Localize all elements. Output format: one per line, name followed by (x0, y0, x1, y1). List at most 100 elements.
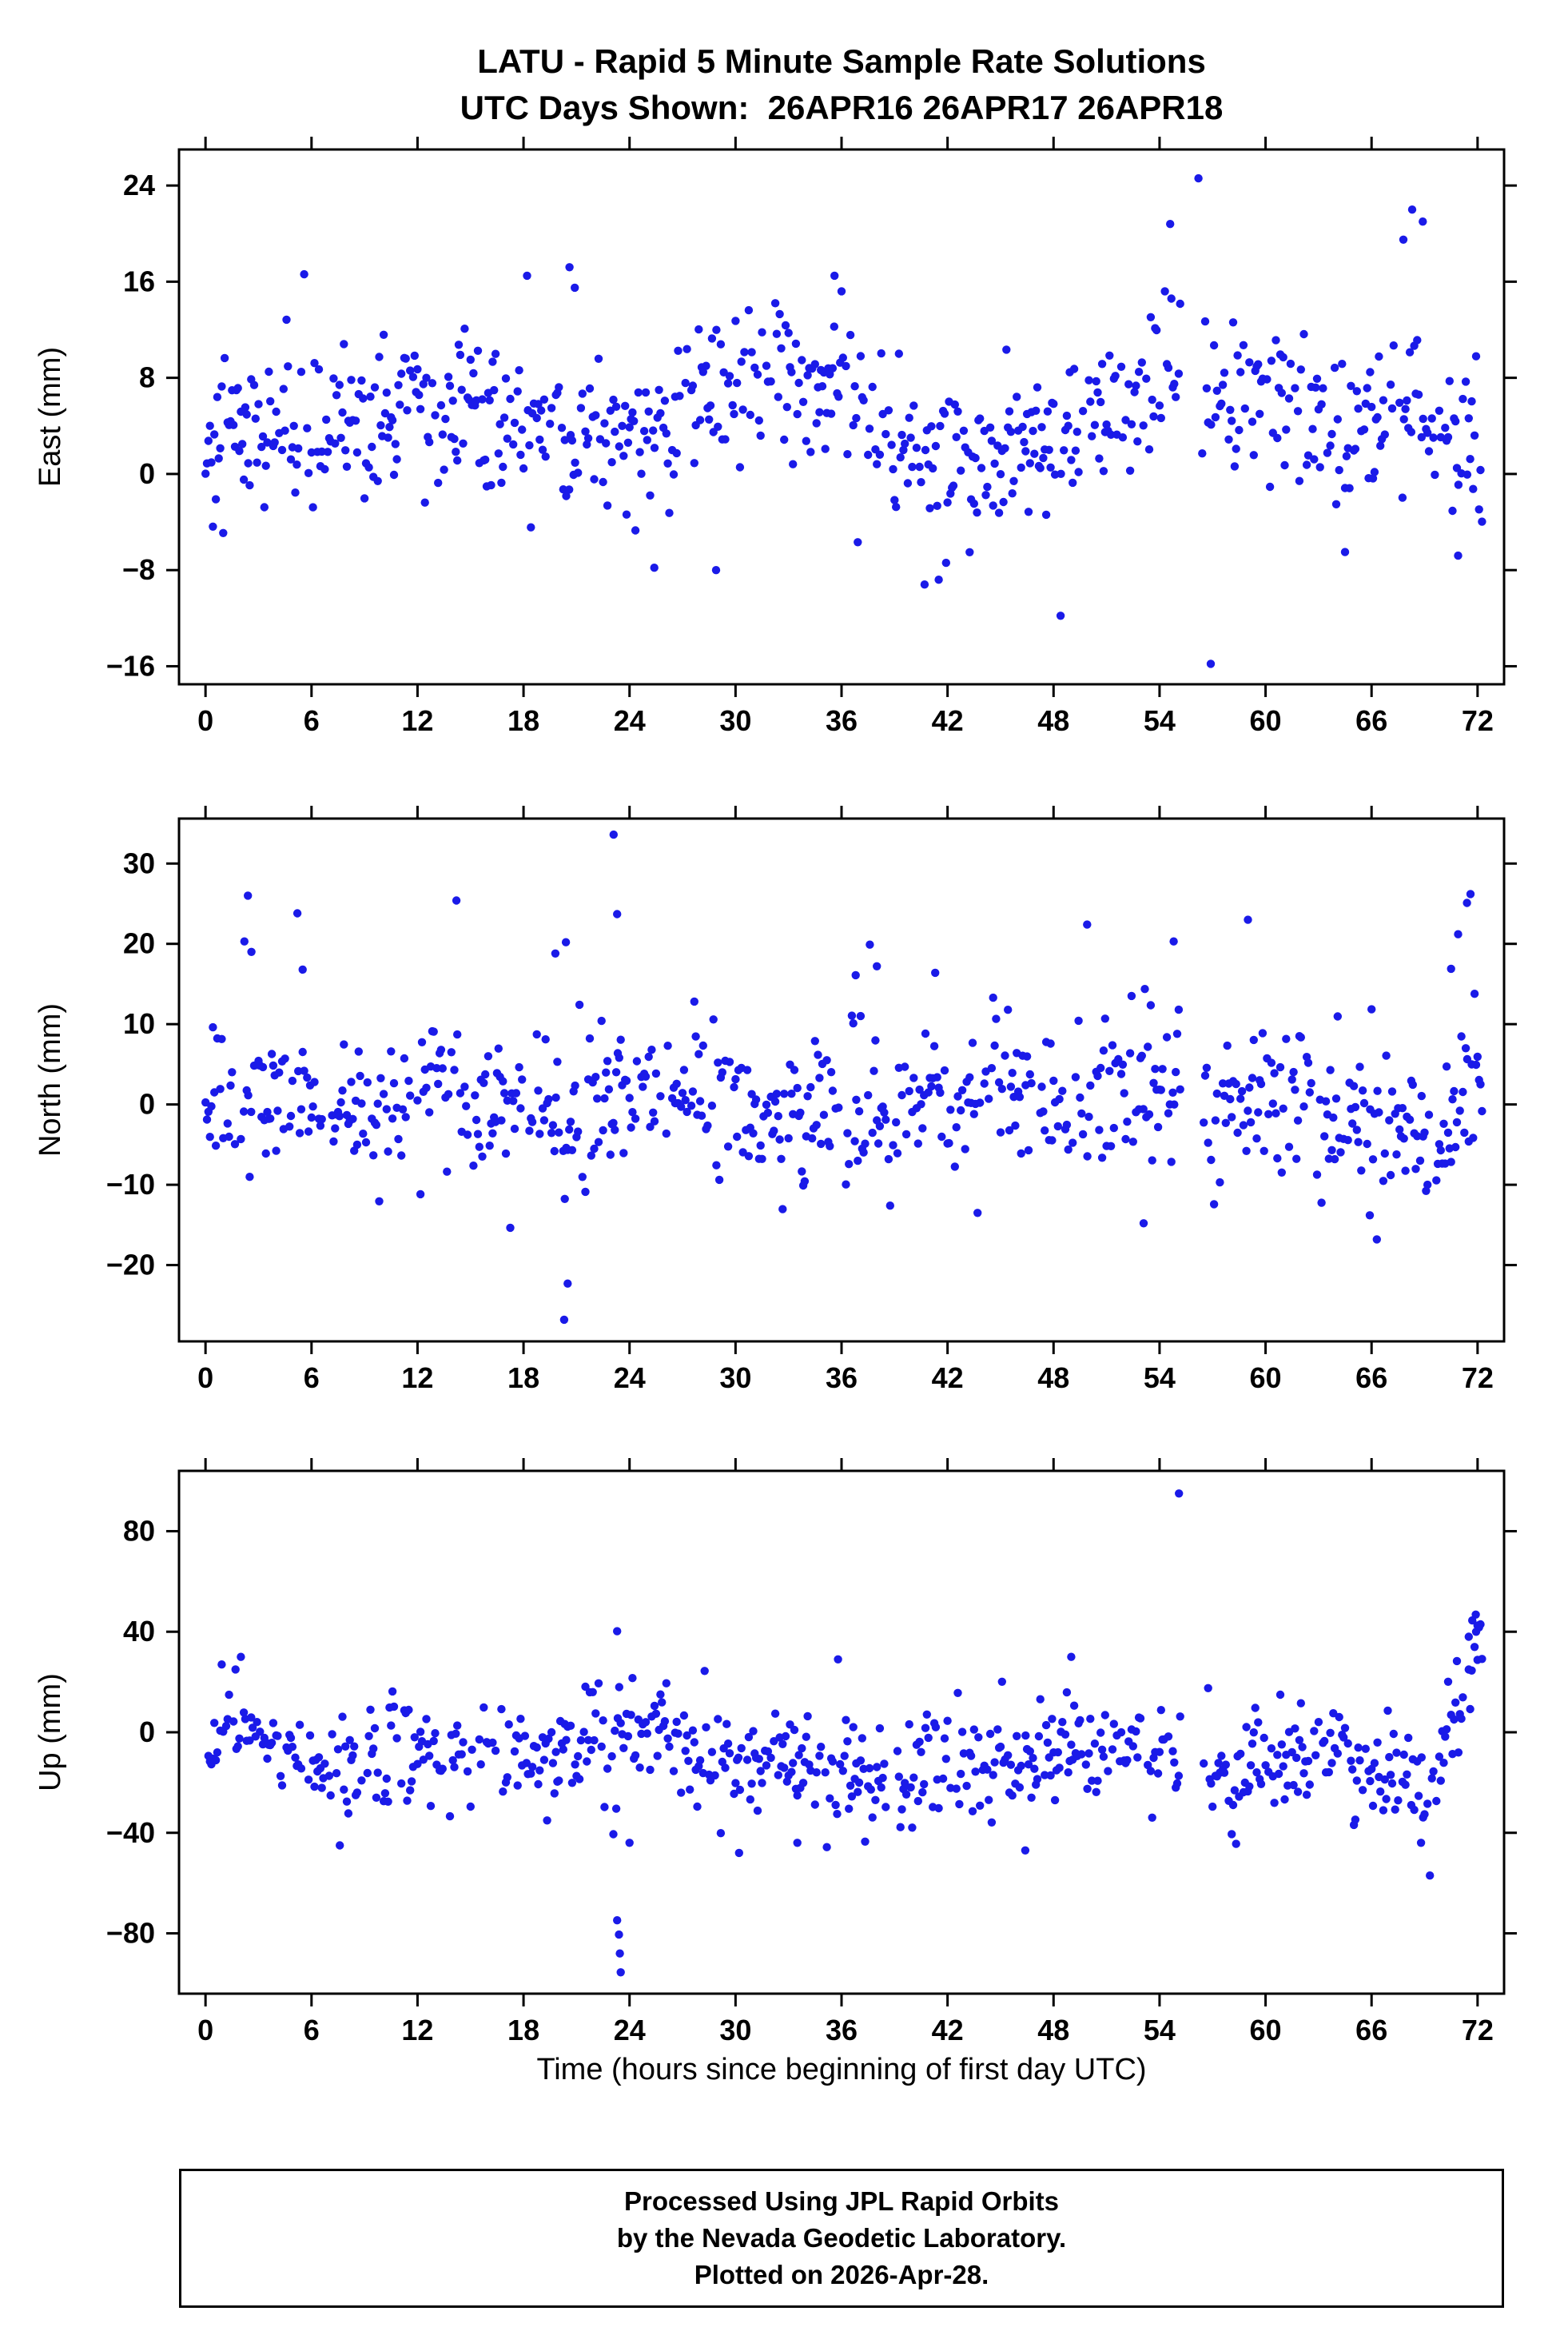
data-point (1365, 1211, 1375, 1220)
data-point (555, 1128, 563, 1137)
data-point (901, 439, 909, 448)
data-point (940, 1734, 949, 1743)
data-point (294, 1066, 303, 1076)
data-point (457, 1750, 466, 1759)
up-xtick-label: 60 (1250, 2014, 1282, 2046)
data-point (1441, 424, 1450, 432)
data-point (1280, 460, 1289, 470)
data-point (571, 1760, 579, 1769)
data-point (1148, 1156, 1156, 1165)
data-point (623, 438, 633, 447)
data-point (615, 442, 623, 451)
data-point (1299, 329, 1308, 339)
data-point (1249, 1728, 1259, 1737)
data-point (463, 1767, 472, 1776)
data-point (211, 495, 221, 504)
data-point (1155, 1747, 1164, 1756)
data-point (1202, 1063, 1212, 1073)
data-point (576, 1735, 586, 1745)
data-point (1076, 1715, 1084, 1725)
data-point (990, 1041, 999, 1050)
data-point (686, 1785, 694, 1794)
data-point (260, 503, 269, 512)
data-point (286, 455, 296, 464)
data-point (239, 1107, 249, 1116)
data-point (1336, 1148, 1345, 1157)
data-point (413, 1759, 422, 1768)
data-point (497, 1704, 506, 1714)
data-point (1069, 1701, 1079, 1710)
data-point (518, 1075, 527, 1084)
data-point (490, 385, 499, 395)
data-point (1260, 1733, 1268, 1743)
data-point (1375, 1108, 1383, 1117)
data-point (251, 414, 260, 423)
data-point (1223, 1041, 1232, 1050)
data-point (961, 1145, 969, 1154)
data-point (770, 1126, 778, 1135)
data-point (559, 1745, 567, 1754)
data-point (413, 1096, 422, 1105)
up-ytick-label: 40 (123, 1615, 155, 1648)
data-point (815, 408, 824, 416)
data-point (1340, 1723, 1350, 1732)
data-point (890, 496, 899, 504)
data-point (1116, 362, 1126, 371)
data-point (571, 283, 579, 293)
data-point (213, 1748, 222, 1757)
data-point (360, 494, 369, 503)
data-point (976, 1098, 985, 1107)
data-point (1470, 990, 1479, 998)
data-point (847, 1792, 857, 1801)
data-point (644, 407, 653, 416)
data-point (555, 1776, 563, 1785)
data-point (1088, 432, 1096, 440)
data-point (677, 1102, 686, 1111)
data-point (968, 1807, 977, 1815)
data-point (209, 522, 217, 531)
data-point (650, 1117, 659, 1126)
data-point (615, 1949, 624, 1958)
data-point (651, 1709, 661, 1718)
data-point (300, 269, 308, 279)
data-point (1067, 456, 1076, 464)
data-point (915, 1085, 924, 1094)
data-point (551, 1093, 560, 1102)
data-point (1248, 417, 1257, 426)
data-point (244, 1091, 253, 1100)
data-point (607, 458, 616, 467)
data-point (789, 460, 798, 468)
data-point (1349, 1082, 1359, 1090)
data-point (345, 1735, 354, 1744)
data-point (1041, 1771, 1049, 1779)
data-point (1352, 1126, 1362, 1134)
data-point (1351, 1102, 1360, 1112)
data-point (261, 1149, 270, 1158)
data-point (1027, 1793, 1036, 1802)
data-point (1048, 1136, 1057, 1145)
data-point (462, 1102, 471, 1110)
data-point (357, 1776, 366, 1785)
data-point (366, 392, 375, 401)
east-scatter-points (201, 173, 1486, 668)
data-point (647, 1046, 656, 1054)
data-point (931, 968, 940, 978)
data-point (469, 1162, 478, 1170)
data-point (631, 1114, 640, 1123)
data-point (987, 436, 997, 445)
data-point (1242, 1146, 1251, 1156)
data-point (1198, 449, 1207, 458)
data-point (1478, 1106, 1486, 1116)
data-point (758, 328, 766, 337)
data-point (627, 1711, 635, 1719)
data-point (1376, 441, 1385, 450)
data-point (905, 1719, 913, 1729)
data-point (1342, 452, 1351, 460)
data-point (567, 1146, 577, 1155)
data-point (1230, 462, 1240, 471)
data-point (695, 1097, 705, 1106)
east-xtick-label: 36 (826, 704, 858, 737)
data-point (472, 1115, 481, 1125)
data-point (971, 453, 980, 463)
